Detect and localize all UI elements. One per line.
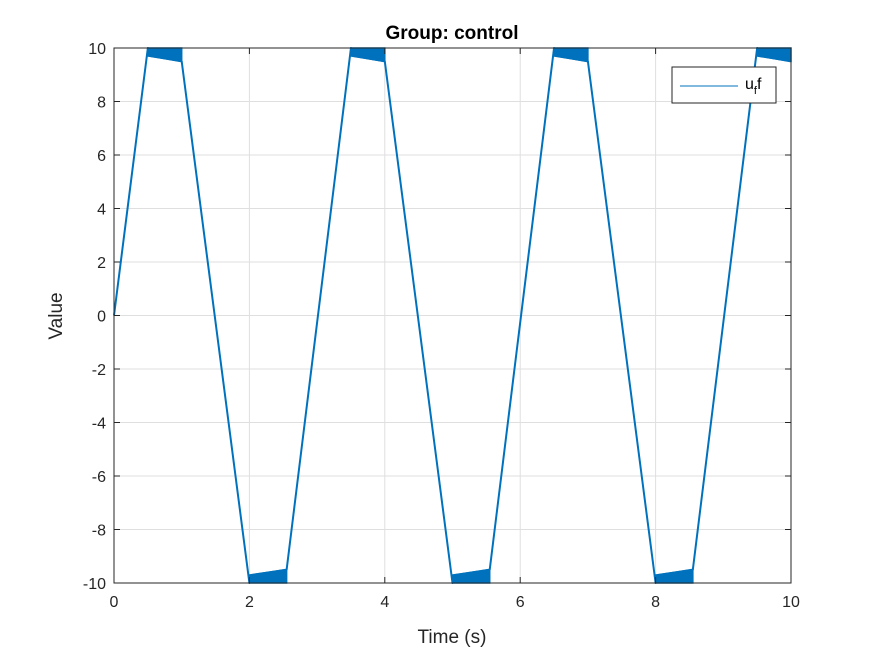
x-tick-label: 0 <box>110 594 119 611</box>
y-axis-label: Value <box>46 292 67 339</box>
y-tick-label: 4 <box>97 202 106 219</box>
y-tick-label: -4 <box>92 416 106 433</box>
x-axis-label: Time (s) <box>418 627 487 648</box>
y-tick-label: -10 <box>83 576 106 593</box>
y-tick-labels: -10 -8 -6 -4 -2 0 2 4 6 8 10 <box>83 41 106 593</box>
series-line-u-f <box>113 47 792 584</box>
y-tick-label: -2 <box>92 362 106 379</box>
chart-title: Group: control <box>386 23 519 44</box>
x-tick-label: 10 <box>782 594 800 611</box>
x-tick-marks <box>113 48 792 583</box>
x-tick-label: 6 <box>516 594 525 611</box>
y-gridlines <box>114 47 791 584</box>
y-tick-label: 6 <box>97 148 106 165</box>
legend-label-u-f: uff <box>745 76 762 97</box>
x-tick-label: 4 <box>380 594 389 611</box>
y-tick-label: -8 <box>92 523 106 540</box>
y-tick-label: 10 <box>88 41 106 58</box>
y-tick-label: -6 <box>92 469 106 486</box>
legend: uff <box>671 66 777 104</box>
legend-box <box>671 66 777 104</box>
y-tick-marks <box>114 47 791 584</box>
y-tick-label: 2 <box>97 255 106 272</box>
y-tick-label: 0 <box>97 309 106 326</box>
y-tick-label: 8 <box>97 95 106 112</box>
x-tick-labels: 0 2 4 6 8 10 <box>110 594 800 611</box>
x-tick-label: 2 <box>245 594 254 611</box>
x-tick-label: 8 <box>651 594 660 611</box>
